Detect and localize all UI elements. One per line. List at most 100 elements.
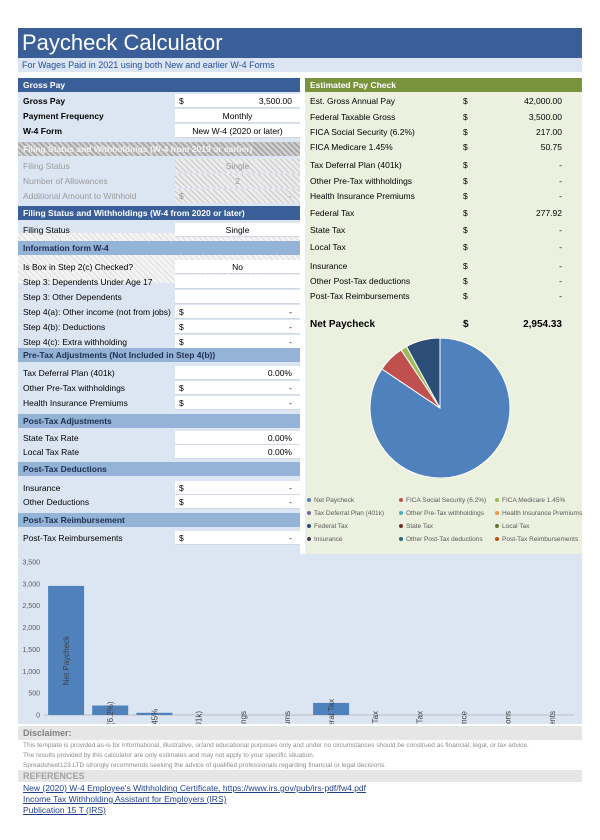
legend-marker [307,498,311,503]
input-panel: Gross Pay Gross Pay $3,500.00 Payment Fr… [18,78,300,554]
step4b-input[interactable]: $ - [175,320,300,334]
step4b-row: Step 4(b): Deductions $ - [18,320,300,334]
step4b-value: - [289,322,292,332]
reference-link-withholding-assistant[interactable]: Income Tax Withholding Assistant for Emp… [23,794,227,804]
local-tax-rate-input[interactable]: 0.00% [175,445,300,459]
y-tick-label: 1,000 [22,669,40,676]
result-row: Other Post-Tax deductions $ - [305,274,582,288]
x-category-label: Other Post-Tax deductions [504,711,513,724]
legend-item: Other Post-Tax deductions [399,536,483,543]
other-deductions-input[interactable]: $ - [175,495,300,509]
reference-link-publication-15t[interactable]: Publication 15 T (IRS) [23,805,106,815]
other-pretax-value: - [289,383,292,393]
section-gross-pay: Gross Pay [18,78,300,92]
old-filing-status-row: Filing Status Single [18,159,300,173]
other-dependents-input[interactable] [175,290,300,304]
bar [92,705,129,715]
step4c-input[interactable]: $ - [175,335,300,349]
result-row: Tax Deferral Plan (401k) $ - [305,158,582,172]
result-row: FICA Medicare 1.45% $50.75 [305,140,582,154]
dependents-under17-input[interactable] [175,275,300,289]
state-tax-rate-input[interactable]: 0.00% [175,431,300,445]
dependents-under17-row: Step 3: Dependents Under Age 17 [18,275,300,289]
payment-frequency-row: Payment Frequency Monthly [18,109,300,123]
x-category-label: Health Insurance Premiums [283,711,292,724]
result-row: State Tax $ - [305,223,582,237]
health-insurance-value: - [289,398,292,408]
w4-form-select[interactable]: New W-4 (2020 or later) [175,124,300,138]
tax-deferral-value: 0.00% [267,368,292,378]
result-value: - [559,276,562,286]
insurance-label: Insurance [23,483,61,493]
gross-pay-input[interactable]: $3,500.00 [175,94,300,108]
other-deductions-row: Other Deductions $ - [18,495,300,509]
health-insurance-input[interactable]: $ - [175,396,300,410]
x-category-label: Local Tax [415,711,424,724]
posttax-reimb-input[interactable]: $ - [175,531,300,545]
y-tick-label: 500 [28,691,40,698]
disclaimer-line: This template is provided as-is for info… [23,742,529,749]
x-category-label: State Tax [371,711,380,724]
result-row: FICA Social Security (6.2%) $217.00 [305,125,582,139]
y-tick-label: 1,500 [22,647,40,654]
currency-symbol: $ [463,319,469,330]
posttax-reimb-value: - [289,533,292,543]
currency-symbol: $ [179,398,184,408]
result-value: - [559,261,562,271]
section-estimated-pay-check: Estimated Pay Check [305,78,582,92]
step4a-value: - [289,307,292,317]
currency-symbol: $ [463,242,468,252]
result-label: Other Post-Tax deductions [310,276,411,286]
section-posttax-adjustments: Post-Tax Adjustments [18,414,300,428]
other-dependents-row: Step 3: Other Dependents [18,290,300,304]
bar [48,585,85,715]
allowances-label: Number of Allowances [23,176,108,186]
result-label: State Tax [310,225,346,235]
legend-label: Federal Tax [314,523,348,530]
result-label: FICA Medicare 1.45% [310,142,393,152]
currency-symbol: $ [179,191,184,201]
additional-withhold-row: Additional Amount to Withhold $ - [18,189,300,203]
tax-deferral-input[interactable]: 0.00% [175,366,300,380]
result-label: Federal Tax [310,208,355,218]
filing-status-row: Filing Status Single [18,223,300,237]
other-pretax-input[interactable]: $ - [175,381,300,395]
net-paycheck-label: Net Paycheck [310,319,376,330]
filing-status-select[interactable]: Single [175,223,300,237]
result-row: Other Pre-Tax withholdings $ - [305,174,582,188]
old-filing-status-select[interactable]: Single [175,159,300,173]
legend-label: Other Post-Tax deductions [406,536,483,543]
legend-label: Local Tax [502,523,530,530]
w4-form-label: W-4 Form [23,126,63,136]
payment-frequency-select[interactable]: Monthly [175,109,300,123]
state-tax-rate-row: State Tax Rate 0.00% [18,431,300,445]
result-value: 3,500.00 [528,112,562,122]
x-category-label: Other Pre-Tax withholdings [239,711,248,724]
allowances-input[interactable]: 2 [175,174,300,188]
reference-link-w4[interactable]: New (2020) W-4 Employee's Withholding Ce… [23,783,367,793]
allowances-row: Number of Allowances 2 [18,174,300,188]
legend-marker [399,524,403,529]
additional-withhold-input[interactable]: $ - [175,189,300,203]
legend-marker [399,537,403,542]
step4c-row: Step 4(c): Extra withholding $ - [18,335,300,349]
result-value: 50.75 [540,142,562,152]
legend-marker [495,511,499,516]
other-dependents-label: Step 3: Other Dependents [23,292,122,302]
filing-status-value: Single [225,225,250,235]
insurance-value: - [289,483,292,493]
step4a-input[interactable]: $ - [175,305,300,319]
insurance-input[interactable]: $ - [175,481,300,495]
section-new-w4: Filing Status and Withholdings (W-4 from… [18,206,300,220]
x-category-label: Tax Deferral Plan (401k) [195,711,204,724]
bar [136,712,173,715]
step2c-select[interactable]: No [175,260,300,274]
legend-label: FICA Medicare 1.45% [502,497,566,504]
step2c-label: Is Box in Step 2(c) Checked? [23,262,134,272]
result-row: Local Tax $ - [305,240,582,254]
posttax-reimb-row: Post-Tax Reimbursements $ - [18,531,300,545]
result-value: - [559,176,562,186]
allowances-value: 2 [235,176,240,186]
net-paycheck-value: 2,954.33 [523,319,562,330]
pie-chart [369,338,511,478]
